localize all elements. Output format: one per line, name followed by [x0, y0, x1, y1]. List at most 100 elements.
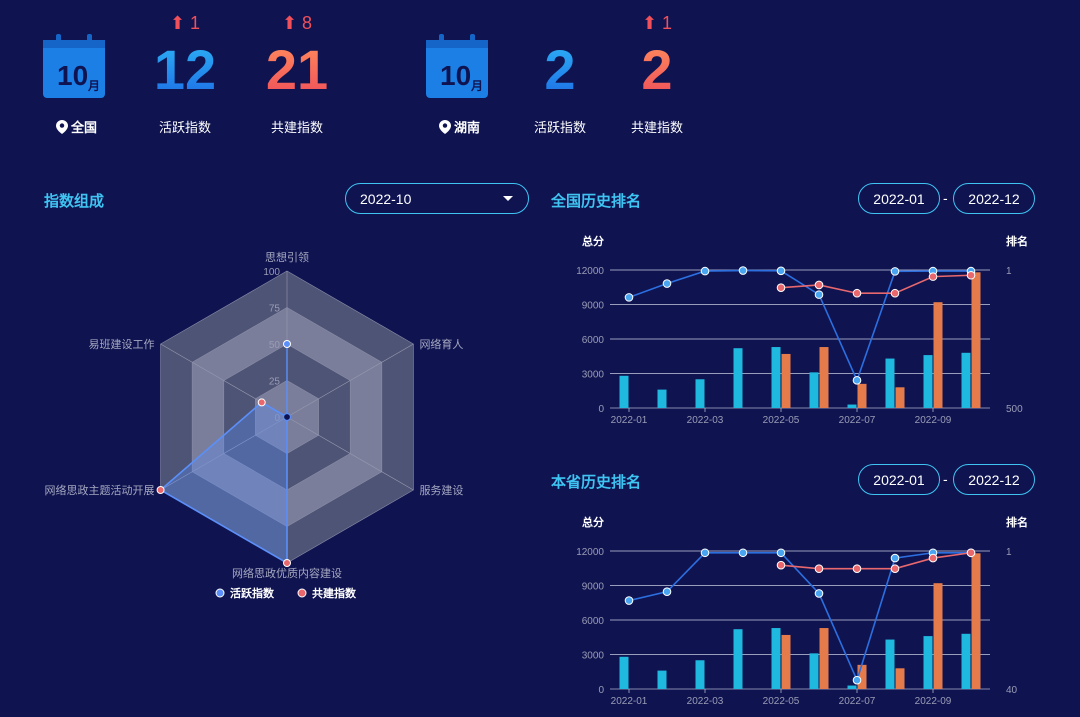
- caret-down-icon: [503, 195, 513, 201]
- bar-0: [771, 347, 781, 408]
- line-series-1: [780, 551, 972, 570]
- line-point-0: [890, 267, 900, 276]
- y-right-tick-label: 1: [1006, 547, 1012, 558]
- bar-0: [961, 352, 971, 408]
- bar-1: [857, 664, 867, 689]
- line-point-0: [700, 548, 710, 558]
- month-select[interactable]: 2022-10: [345, 183, 529, 214]
- location-pin-icon: [56, 119, 68, 134]
- x-tick-label: 2022-03: [687, 415, 724, 426]
- bar-1: [819, 628, 829, 689]
- bar-0: [885, 358, 895, 408]
- coconstruct-delta-value: 8: [302, 13, 313, 33]
- legend-marker: [297, 588, 307, 598]
- province-coconstruct-index-value: 2: [612, 42, 702, 98]
- province-history-title: 本省历史排名: [551, 474, 642, 491]
- radar-point: [283, 340, 291, 348]
- province-coconstruct-index-label: 共建指数: [630, 120, 683, 135]
- radar-point: [282, 412, 292, 422]
- line-point-1: [890, 288, 900, 298]
- x-tick-label: 2022-07: [839, 415, 876, 426]
- active-index-label: 活跃指数: [158, 120, 211, 135]
- y-left-tick-label: 0: [598, 404, 604, 415]
- bar-1: [895, 387, 905, 408]
- location-pin-icon: [439, 119, 451, 134]
- province-range-sep: -: [943, 471, 948, 487]
- composition-title: 指数组成: [44, 193, 105, 210]
- y-left-title: 总分: [582, 234, 604, 248]
- calendar-icon: 10 月: [43, 34, 105, 103]
- line-point-1: [852, 288, 862, 298]
- radar-tick-label: 50: [269, 340, 281, 351]
- legend-label: 共建指数: [312, 586, 357, 600]
- y-right-title: 排名: [1006, 234, 1028, 248]
- bar-1: [857, 383, 867, 408]
- radar-indicator-label: 网络育人: [419, 337, 463, 351]
- calendar-unit-text: 月: [87, 79, 100, 93]
- line-series-0: [628, 269, 971, 383]
- bar-1: [895, 668, 905, 689]
- y-left-tick-label: 3000: [582, 651, 605, 662]
- national-end-month[interactable]: 2022-12: [953, 183, 1035, 214]
- radar-indicator-label: 服务建设: [419, 483, 463, 497]
- arrow-up-icon: ⬆: [281, 13, 298, 33]
- bar-0: [733, 348, 743, 408]
- radar-tick-label: 75: [269, 304, 281, 315]
- arrow-up-icon: ⬆: [641, 13, 658, 33]
- y-right-tick-label: 500: [1006, 404, 1023, 415]
- x-tick-label: 2022-01: [611, 415, 648, 426]
- y-left-tick-label: 9000: [582, 301, 605, 312]
- line-point-0: [662, 587, 672, 596]
- coconstruct-delta: ⬆ 8: [252, 13, 342, 34]
- y-left-tick-label: 6000: [582, 616, 605, 627]
- line-point-0: [852, 376, 862, 385]
- bar-0: [619, 656, 629, 689]
- line-point-0: [662, 279, 672, 288]
- line-point-1: [776, 283, 786, 292]
- x-tick-label: 2022-01: [611, 696, 648, 707]
- radar-tick-label: 100: [263, 267, 280, 278]
- bar-1: [819, 347, 829, 408]
- coconstruct-index-value: 21: [252, 42, 342, 98]
- radar-indicator-label: 易班建设工作: [89, 337, 155, 351]
- line-point-0: [624, 293, 634, 302]
- legend-marker: [215, 588, 225, 598]
- line-point-0: [738, 266, 748, 275]
- coconstruct-index-label: 共建指数: [270, 120, 323, 135]
- x-tick-label: 2022-03: [687, 696, 724, 707]
- radar-indicator-label: 网络思政主题活动开展: [45, 483, 155, 497]
- x-tick-label: 2022-05: [763, 415, 800, 426]
- province-coconstruct-delta: ⬆ 1: [612, 13, 702, 34]
- x-tick-label: 2022-05: [763, 696, 800, 707]
- y-left-tick-label: 0: [598, 685, 604, 696]
- bar-0: [619, 375, 629, 408]
- legend-label: 活跃指数: [230, 586, 275, 600]
- bar-1: [781, 634, 791, 689]
- radar-point: [283, 559, 291, 567]
- active-delta-value: 1: [190, 13, 201, 33]
- month-select-value: 2022-10: [360, 190, 412, 207]
- y-left-tick-label: 12000: [576, 266, 604, 277]
- line-series-0: [628, 551, 971, 683]
- bar-0: [657, 670, 667, 689]
- calendar-day-text: 10: [440, 60, 471, 91]
- bar-1: [971, 272, 981, 408]
- x-tick-label: 2022-09: [915, 696, 952, 707]
- line-series-1: [780, 274, 972, 295]
- y-right-tick-label: 40: [1006, 685, 1018, 696]
- province-start-month[interactable]: 2022-01: [858, 464, 940, 495]
- radar-tick-label: 0: [274, 413, 280, 424]
- x-tick-label: 2022-07: [839, 696, 876, 707]
- province-end-month[interactable]: 2022-12: [953, 464, 1035, 495]
- radar-indicator-label: 网络思政优质内容建设: [232, 566, 342, 580]
- bar-1: [781, 353, 791, 408]
- national-start-month[interactable]: 2022-01: [858, 183, 940, 214]
- line-point-1: [852, 564, 862, 573]
- line-point-0: [852, 675, 862, 685]
- line-point-1: [928, 272, 938, 281]
- y-right-title: 排名: [1006, 515, 1028, 529]
- y-left-tick-label: 12000: [576, 547, 604, 558]
- active-delta: ⬆ 1: [140, 13, 230, 34]
- bar-0: [923, 636, 933, 689]
- radar-axis: [160, 416, 288, 491]
